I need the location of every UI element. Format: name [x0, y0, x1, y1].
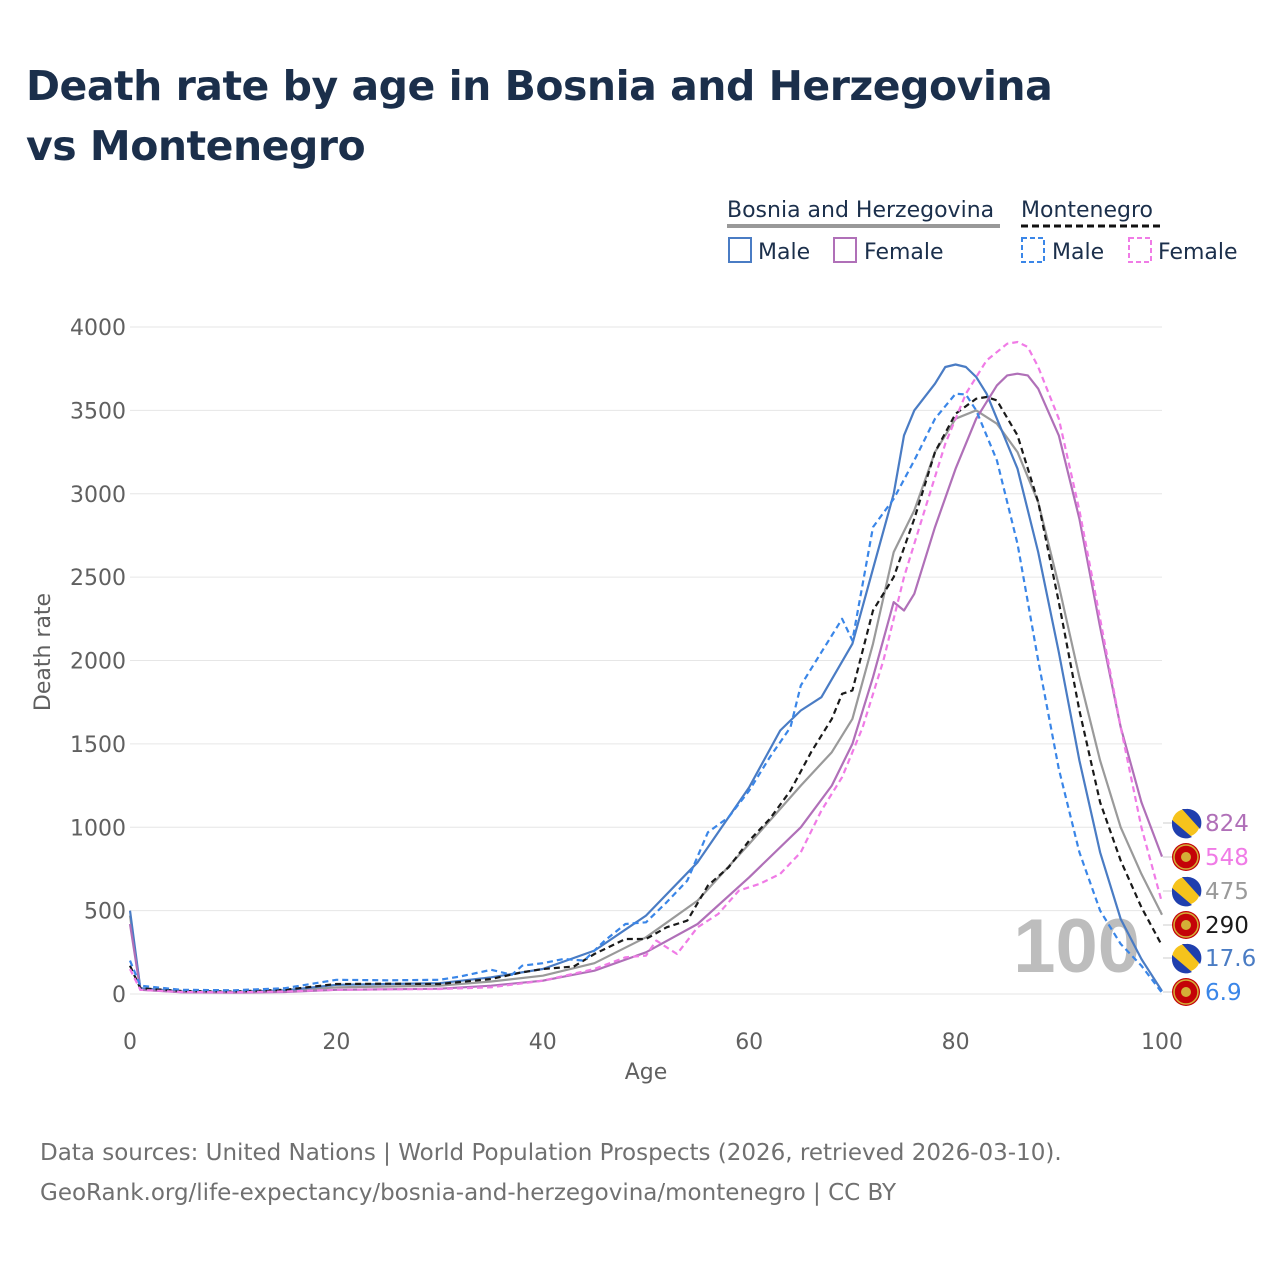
- legend-swatch-mne-male: [1021, 237, 1045, 263]
- series-line-mne_total: [128, 395, 1163, 993]
- legend-swatch-bih-male: [728, 237, 752, 263]
- legend-swatch-bih-female: [833, 237, 857, 263]
- x-tick-label: 60: [735, 1030, 763, 1055]
- y-axis-ticks: 0 500 1000 1500 2000 2500 3000 3500 4000: [70, 316, 126, 1008]
- y-tick-label: 3500: [70, 399, 126, 424]
- x-tick-label: 0: [123, 1030, 137, 1055]
- series-lines: [128, 340, 1164, 994]
- y-tick-label: 3000: [70, 483, 126, 508]
- legend-label-bih-female: Female: [864, 240, 944, 265]
- legend-group-mne: Montenegro: [1021, 198, 1153, 223]
- end-label-bih_female: 824: [1163, 808, 1249, 839]
- end-label-value: 17.6: [1205, 946, 1256, 972]
- end-label-bih_total: 475: [1163, 876, 1249, 907]
- y-tick-label: 2500: [70, 566, 126, 591]
- mne-flag-icon: [1172, 911, 1200, 939]
- grid-lines: [130, 326, 1162, 995]
- x-tick-label: 20: [322, 1030, 350, 1055]
- y-axis-label: Death rate: [31, 593, 56, 711]
- series-line-mne_female: [129, 340, 1164, 994]
- end-label-value: 475: [1205, 879, 1249, 905]
- series-line-mne_male: [128, 392, 1163, 994]
- x-axis-ticks: 0 20 40 60 80 100: [123, 1030, 1183, 1055]
- legend-label-mne-male: Male: [1052, 240, 1104, 265]
- end-label-value: 548: [1205, 845, 1249, 871]
- legend-label-bih-male: Male: [758, 240, 810, 265]
- series-line-bih_male: [128, 363, 1163, 994]
- legend-label-mne-female: Female: [1158, 240, 1238, 265]
- year-watermark: 100: [1013, 904, 1140, 989]
- y-tick-label: 1000: [70, 816, 126, 841]
- bih-flag-icon: [1172, 943, 1202, 974]
- mne-flag-icon: [1172, 978, 1200, 1006]
- legend-group-bih: Bosnia and Herzegovina: [727, 198, 994, 223]
- x-tick-label: 100: [1141, 1030, 1183, 1055]
- legend: Bosnia and Herzegovina Montenegro Male F…: [727, 198, 1238, 265]
- end-label-bih_male: 17.6: [1163, 943, 1256, 974]
- chart-title: Death rate by age in Bosnia and Herzegov…: [26, 62, 1053, 170]
- end-label-value: 824: [1205, 811, 1249, 837]
- y-tick-label: 1500: [70, 733, 126, 758]
- series-line-bih_female: [128, 372, 1164, 994]
- bih-flag-icon: [1172, 876, 1202, 907]
- y-tick-label: 2000: [70, 650, 126, 675]
- end-labels: 824 548 475 290 17.6 6.9: [1163, 808, 1256, 1006]
- x-tick-label: 80: [942, 1030, 970, 1055]
- series-line-bih_total: [128, 409, 1163, 994]
- footer-sources: Data sources: United Nations | World Pop…: [40, 1140, 1062, 1166]
- x-tick-label: 40: [529, 1030, 557, 1055]
- end-label-mne_female: 548: [1163, 843, 1249, 871]
- y-tick-label: 4000: [70, 316, 126, 341]
- end-label-mne_male: 6.9: [1163, 978, 1242, 1006]
- mne-flag-icon: [1172, 843, 1200, 871]
- footer-url[interactable]: GeoRank.org/life-expectancy/bosnia-and-h…: [40, 1180, 897, 1206]
- y-tick-label: 0: [112, 983, 126, 1008]
- y-tick-label: 500: [84, 900, 126, 925]
- legend-swatch-mne-female: [1128, 237, 1152, 263]
- x-axis-label: Age: [625, 1060, 668, 1085]
- end-label-value: 6.9: [1205, 980, 1242, 1006]
- end-label-value: 290: [1205, 913, 1249, 939]
- bih-flag-icon: [1172, 808, 1202, 839]
- end-label-mne_total: 290: [1163, 911, 1249, 939]
